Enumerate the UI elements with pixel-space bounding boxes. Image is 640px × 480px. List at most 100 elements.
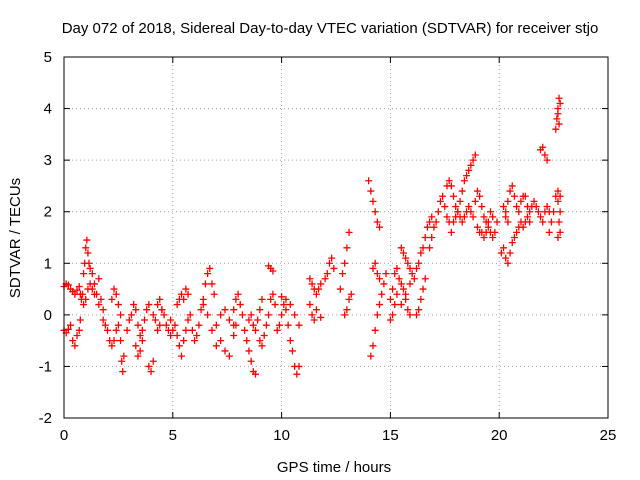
data-point [504,197,512,205]
data-point [417,249,425,257]
data-point [526,218,534,226]
data-point [508,239,516,247]
data-point [373,311,381,319]
data-point [117,337,125,345]
data-point [534,208,542,216]
data-point [293,370,301,378]
data-point [230,331,238,339]
data-point [178,290,186,298]
data-point [269,290,277,298]
x-tick-label: 5 [169,427,177,444]
y-tick-label: 2 [44,204,52,221]
x-tick-label: 0 [60,427,68,444]
data-point [341,259,349,267]
data-point [162,321,170,329]
data-point [204,270,212,278]
data-point [397,244,405,252]
data-point [238,311,246,319]
data-point [406,280,414,288]
data-point [517,197,525,205]
data-point [208,280,216,288]
data-point [191,337,199,345]
data-point [391,301,399,309]
data-point [258,342,266,350]
data-point [345,228,353,236]
data-point [389,285,397,293]
data-point [188,326,196,334]
data-point [428,213,436,221]
data-point [460,177,468,185]
data-point [369,264,377,272]
data-point [345,295,353,303]
data-point [154,301,162,309]
data-point [343,306,351,314]
data-point [230,306,238,314]
data-point [447,228,455,236]
data-point [513,228,521,236]
data-point [108,342,116,350]
data-point [108,295,116,303]
data-point [463,172,471,180]
data-point [523,213,531,221]
data-point [265,311,273,319]
data-point [273,326,281,334]
data-point [489,234,497,241]
data-point [432,218,440,226]
data-point [500,244,508,252]
data-point [80,270,88,278]
data-point [118,357,126,365]
data-point [532,203,540,211]
data-point [367,352,375,360]
data-point [112,326,120,334]
data-point [555,94,563,102]
data-point [378,290,386,298]
data-point [419,285,427,293]
data-point [201,280,209,288]
data-point [428,234,436,241]
data-point [452,203,460,211]
data-point [339,270,347,278]
data-point [415,306,423,314]
data-point [110,285,118,293]
data-point [97,295,105,303]
data-point [369,342,377,350]
data-point [284,321,292,329]
data-point [471,197,479,205]
y-tick-label: 0 [44,307,52,324]
data-point [447,182,455,190]
data-point [467,208,475,216]
data-point [204,311,212,319]
data-point [193,331,201,339]
data-point [64,281,72,289]
data-point [86,264,94,272]
data-point [413,311,421,319]
data-point [406,264,414,272]
data-point [208,326,216,334]
data-point [413,264,421,272]
data-point [493,218,501,226]
y-tick-label: 3 [44,152,52,169]
data-point [421,275,429,283]
data-point [173,301,181,309]
data-point [506,187,514,195]
data-point [291,311,299,319]
data-point [376,223,384,231]
data-point [258,295,266,303]
data-point [367,187,375,195]
data-point [371,208,379,216]
data-point [295,321,303,329]
data-point [147,368,155,376]
data-point [423,223,431,231]
data-point [95,275,103,283]
data-point [476,192,484,200]
data-point [508,182,516,190]
data-point [380,280,388,288]
data-point [180,295,188,303]
data-point [197,306,205,314]
data-series [60,94,564,378]
data-point [134,321,142,329]
y-tick-label: 4 [44,101,52,118]
data-point [112,290,120,298]
y-tick-label: 1 [44,255,52,272]
